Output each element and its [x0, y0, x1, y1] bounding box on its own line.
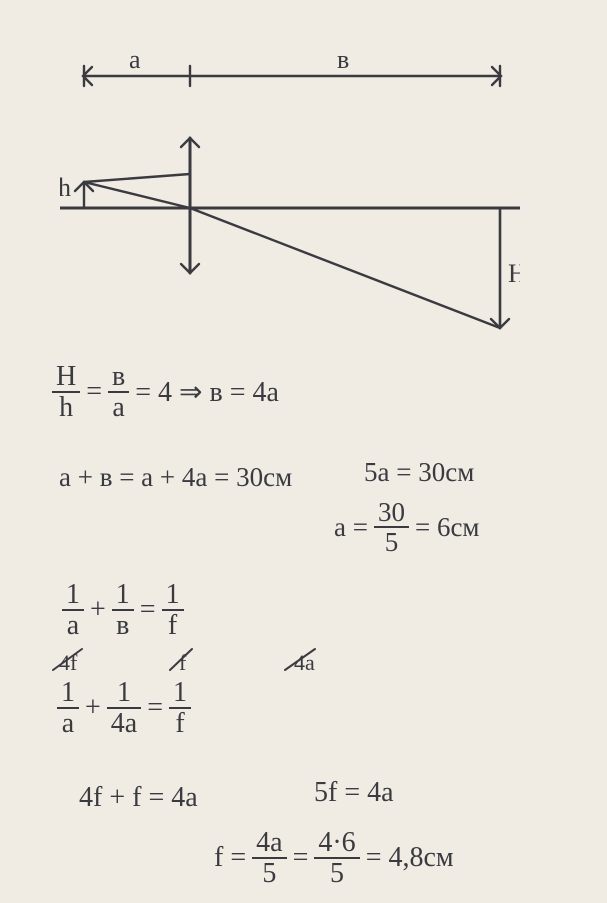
equation-l5: 1a+14a=1f — [55, 678, 193, 739]
math-text: = — [140, 594, 156, 626]
math-text: + — [85, 692, 101, 724]
equation-l2: a + в = a + 4a = 30см — [55, 460, 296, 493]
numerator: 30 — [374, 498, 409, 528]
numerator: 1 — [57, 678, 79, 709]
denominator: 5 — [252, 859, 286, 888]
math-text: = 6см — [415, 512, 480, 543]
equation-l6: 4f + f = 4a — [75, 780, 202, 814]
fraction: 14a — [107, 678, 141, 739]
equation-l1: Hh=вa= 4 ⇒ в = 4a — [50, 362, 283, 423]
math-text: f = — [214, 842, 246, 874]
denominator: f — [162, 611, 184, 640]
ray-parallel — [84, 174, 190, 182]
math-text: + — [90, 594, 106, 626]
equation-l3: a =305= 6см — [330, 498, 484, 557]
math-text: = — [147, 692, 163, 724]
fraction: 1a — [62, 580, 84, 641]
denominator: h — [52, 393, 80, 422]
denominator: 5 — [314, 859, 359, 888]
numerator: 1 — [169, 678, 191, 709]
fraction: Hh — [52, 362, 80, 423]
denominator: 5 — [374, 528, 409, 556]
math-text: 4f — [59, 650, 77, 676]
equation-l2b: 5a = 30см — [360, 455, 478, 488]
math-text: = 4,8см — [366, 842, 454, 874]
numerator: 1 — [107, 678, 141, 709]
numerator: 4a — [252, 828, 286, 859]
math-text: = — [86, 376, 102, 408]
denominator: 4a — [107, 709, 141, 738]
math-text: 5a = 30см — [364, 457, 474, 488]
equation-l4: 1a+1в=1f — [60, 580, 186, 641]
denominator: в — [112, 611, 134, 640]
fraction: 1в — [112, 580, 134, 641]
label-H: H — [508, 259, 520, 288]
numerator: 1 — [112, 580, 134, 611]
numerator: 1 — [62, 580, 84, 611]
fraction: 1f — [169, 678, 191, 739]
math-text: = 4 ⇒ в = 4a — [135, 375, 279, 409]
label-a: a — [129, 45, 141, 74]
optics-diagram: a в h H — [60, 38, 520, 348]
denominator: a — [62, 611, 84, 640]
ray-to-center — [84, 182, 190, 208]
equation-l6b: 5f = 4a — [310, 775, 398, 809]
fraction: 4·65 — [314, 828, 359, 889]
ray-from-center — [190, 208, 500, 328]
equation-l5a: 4f — [55, 648, 81, 676]
numerator: 4·6 — [314, 828, 359, 859]
fraction: 1a — [57, 678, 79, 739]
math-text: 4a — [294, 650, 315, 676]
math-text: = — [293, 842, 309, 874]
equation-l7: f =4a5=4·65= 4,8см — [210, 828, 458, 889]
fraction: вa — [108, 362, 129, 423]
fraction: 4a5 — [252, 828, 286, 889]
denominator: a — [57, 709, 79, 738]
math-text: a = — [334, 512, 368, 543]
equation-l5c: 4a — [290, 648, 319, 676]
denominator: f — [169, 709, 191, 738]
numerator: 1 — [162, 580, 184, 611]
label-h: h — [60, 173, 71, 202]
equation-l5b: f — [175, 648, 190, 676]
math-text: 4f + f = 4a — [79, 782, 198, 814]
numerator: H — [52, 362, 80, 393]
denominator: a — [108, 393, 129, 422]
math-text: f — [179, 650, 186, 676]
math-text: a + в = a + 4a = 30см — [59, 462, 292, 493]
fraction: 305 — [374, 498, 409, 557]
fraction: 1f — [162, 580, 184, 641]
numerator: в — [108, 362, 129, 393]
math-text: 5f = 4a — [314, 777, 394, 809]
label-v: в — [337, 45, 349, 74]
